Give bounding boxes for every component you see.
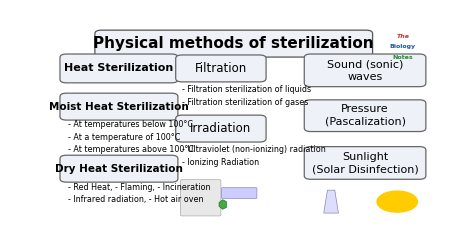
Polygon shape bbox=[219, 200, 227, 209]
Text: - Ultraviolet (non-ionizing) radiation
- Ionizing Radiation: - Ultraviolet (non-ionizing) radiation -… bbox=[182, 145, 326, 167]
FancyBboxPatch shape bbox=[176, 115, 266, 142]
FancyBboxPatch shape bbox=[176, 55, 266, 82]
FancyBboxPatch shape bbox=[222, 188, 257, 198]
Text: Notes: Notes bbox=[392, 55, 413, 60]
Text: Dry Heat Sterilization: Dry Heat Sterilization bbox=[55, 164, 183, 174]
Text: - At temperatures below 100°C
- At a temperature of 100°C
- At temperatures abov: - At temperatures below 100°C - At a tem… bbox=[68, 121, 194, 155]
Text: The: The bbox=[396, 33, 409, 39]
Text: Filtration: Filtration bbox=[195, 62, 247, 75]
Text: Irradiation: Irradiation bbox=[190, 122, 252, 135]
FancyBboxPatch shape bbox=[60, 155, 178, 182]
Text: Sound (sonic)
waves: Sound (sonic) waves bbox=[327, 59, 403, 82]
Circle shape bbox=[377, 191, 418, 212]
Text: Sunlight
(Solar Disinfection): Sunlight (Solar Disinfection) bbox=[312, 152, 419, 174]
FancyBboxPatch shape bbox=[60, 93, 178, 120]
FancyBboxPatch shape bbox=[95, 30, 373, 57]
Text: Moist Heat Sterilization: Moist Heat Sterilization bbox=[49, 102, 189, 112]
FancyBboxPatch shape bbox=[181, 180, 221, 216]
Text: - Filtration sterilization of liquids
- Filtration sterilization of gases: - Filtration sterilization of liquids - … bbox=[182, 85, 311, 107]
FancyBboxPatch shape bbox=[304, 100, 426, 131]
Text: Heat Sterilization: Heat Sterilization bbox=[64, 63, 173, 73]
Text: Physical methods of sterilization: Physical methods of sterilization bbox=[93, 36, 374, 51]
FancyBboxPatch shape bbox=[60, 54, 178, 83]
Polygon shape bbox=[324, 190, 338, 213]
FancyBboxPatch shape bbox=[304, 54, 426, 87]
Text: - Red Heat, - Flaming, - Incineration
- Infrared radiation, - Hot air oven: - Red Heat, - Flaming, - Incineration - … bbox=[68, 183, 211, 204]
Text: Biology: Biology bbox=[390, 44, 416, 49]
Text: Pressure
(Pascalization): Pressure (Pascalization) bbox=[325, 104, 406, 127]
FancyBboxPatch shape bbox=[304, 147, 426, 179]
